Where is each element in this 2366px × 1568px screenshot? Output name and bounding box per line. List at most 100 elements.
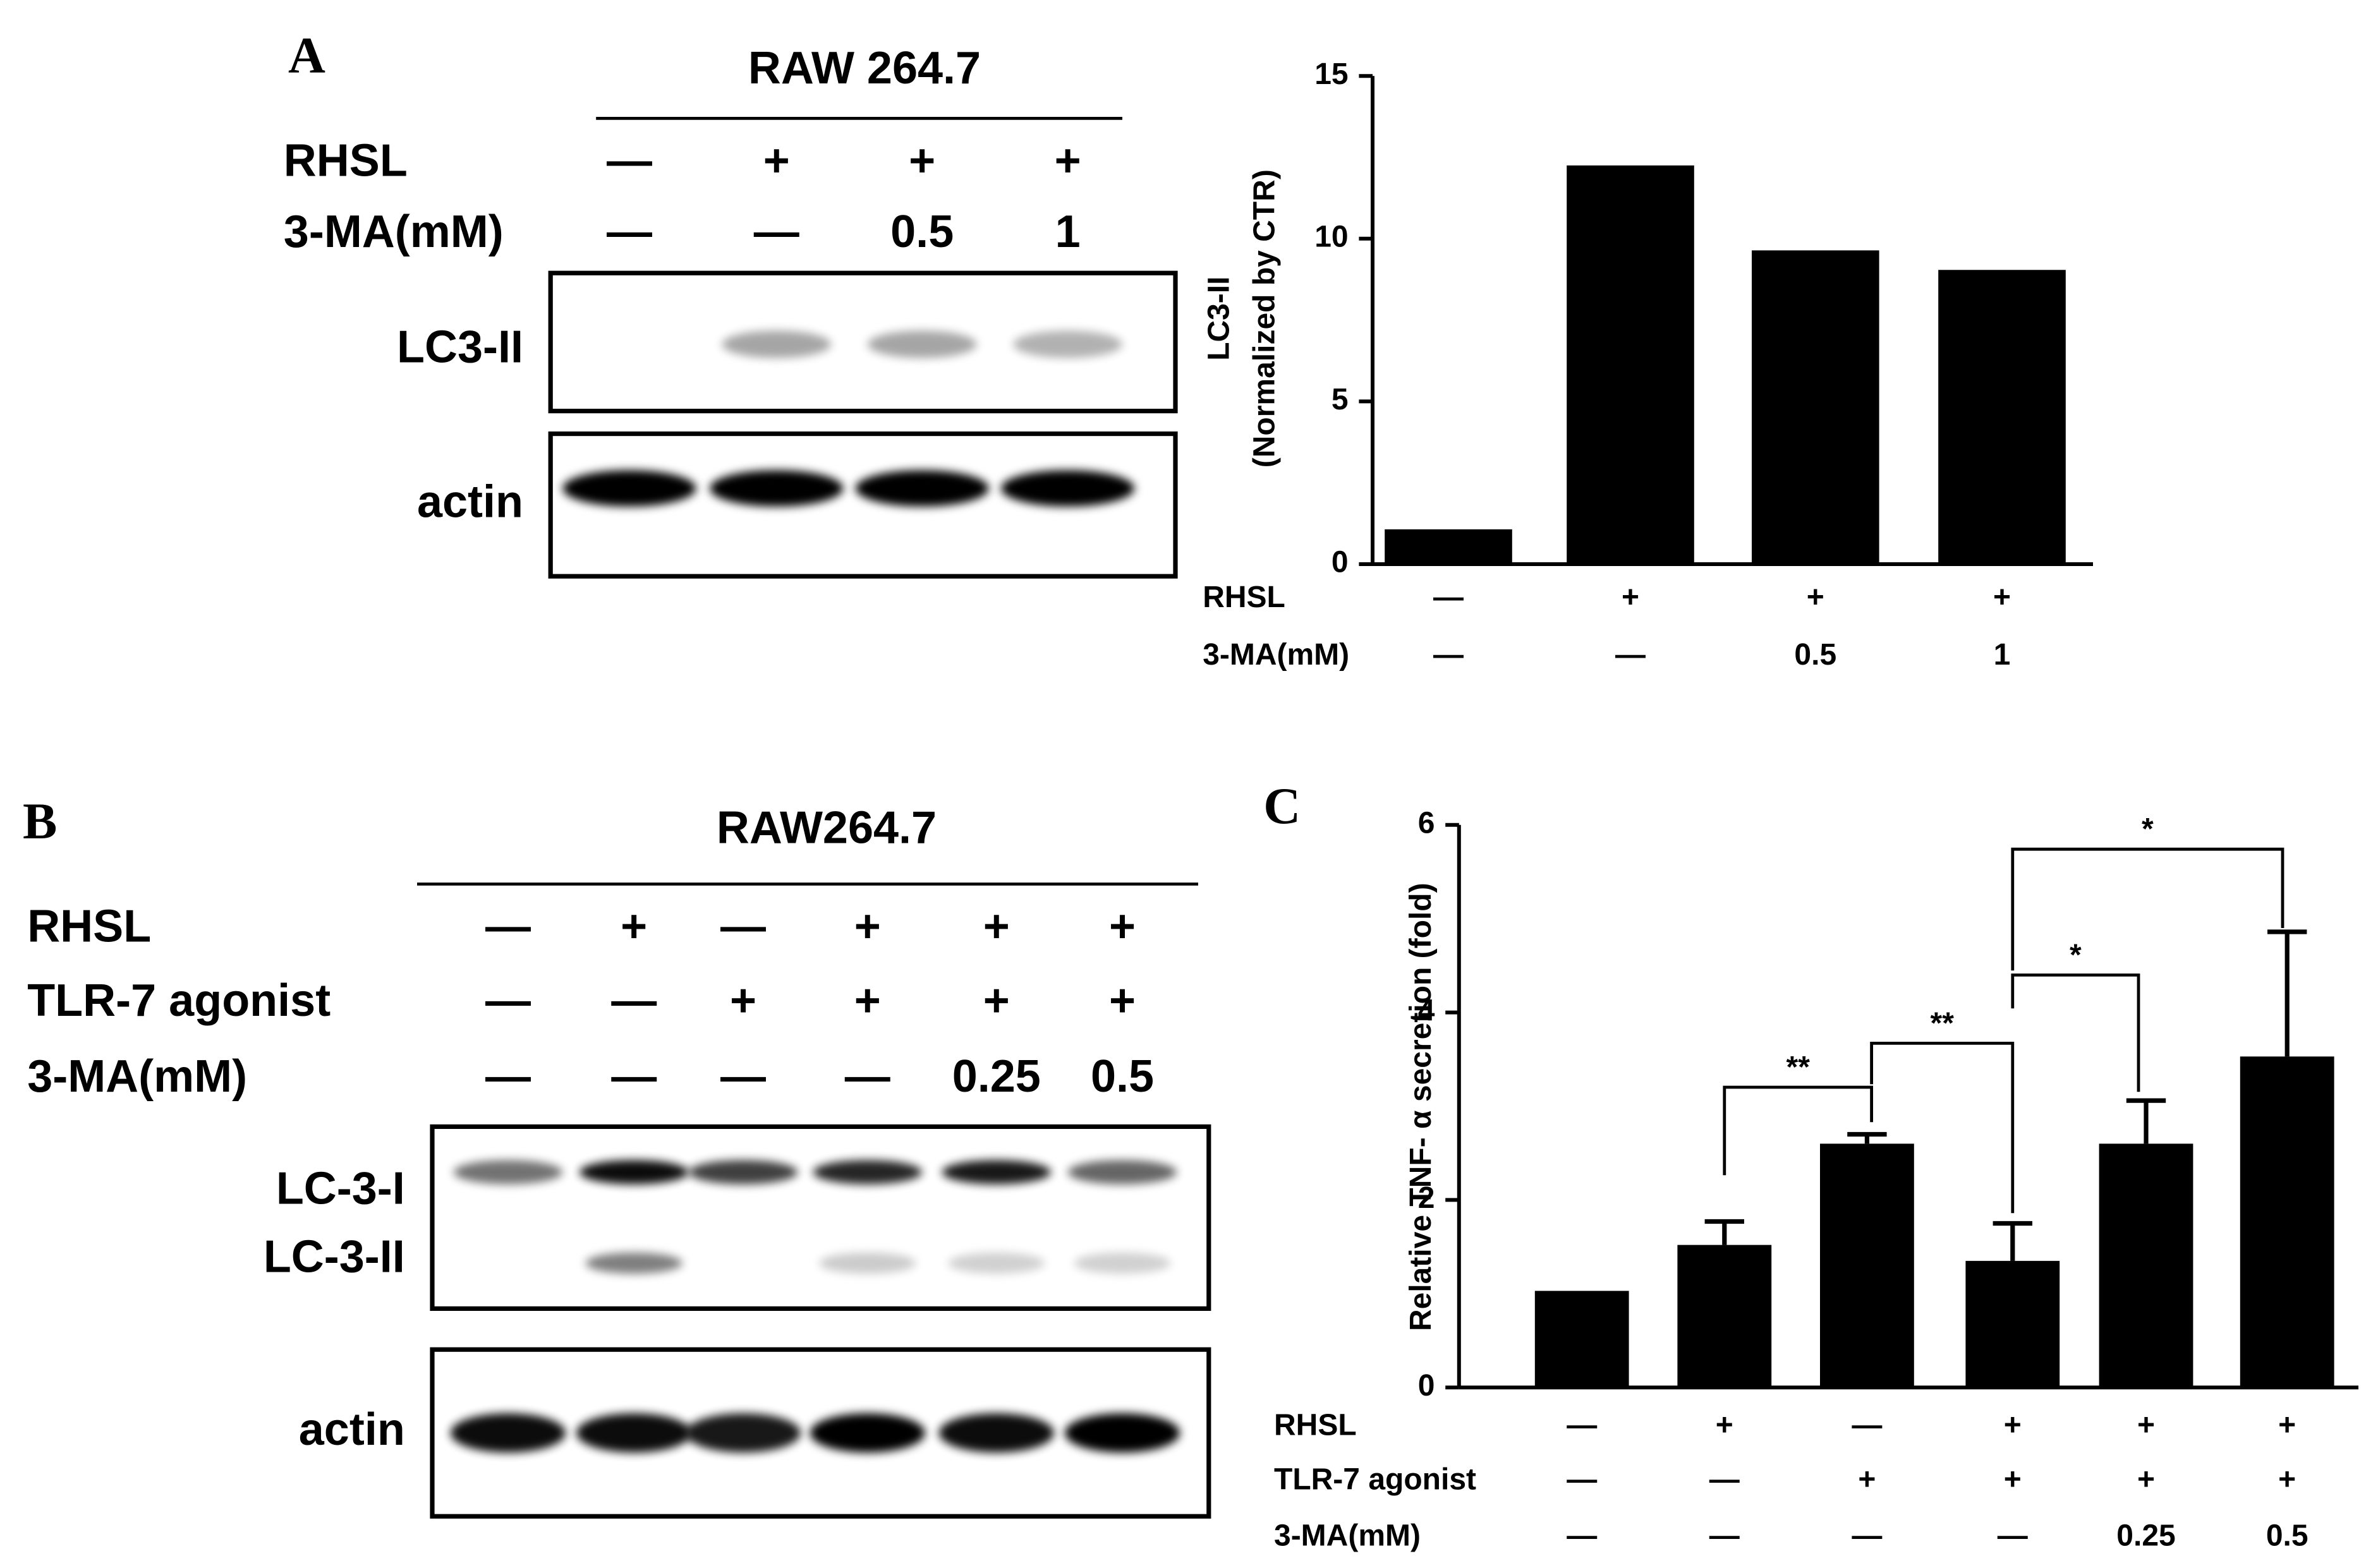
row-value: +: [763, 135, 790, 186]
row-value: —: [845, 1051, 890, 1102]
row-value: —: [485, 975, 531, 1026]
row-value: +: [1858, 1463, 1876, 1497]
row-value: +: [983, 901, 1010, 951]
row-value: +: [2278, 1408, 2296, 1442]
row-value: —: [485, 1051, 531, 1102]
row-label: RHSL: [284, 135, 408, 186]
row-label: RHSL: [27, 901, 151, 951]
bar: [1385, 529, 1512, 564]
band-label: actin: [299, 1404, 405, 1455]
band: [948, 1252, 1045, 1274]
row-value: —: [1567, 1463, 1597, 1497]
band: [1013, 330, 1122, 358]
band: [585, 1252, 682, 1274]
band: [562, 470, 696, 507]
significance-bracket: [1723, 1085, 1873, 1176]
row-value: 0.5: [890, 207, 954, 257]
y-axis-label: LC3-II: [1203, 277, 1236, 361]
row-label: 3-MA(mM): [1274, 1519, 1421, 1552]
row-value: —: [1433, 581, 1464, 614]
row-value: —: [485, 901, 531, 951]
row-value: —: [1852, 1519, 1882, 1552]
blot-frame: [430, 1124, 1211, 1311]
band: [810, 1413, 925, 1453]
row-value: —: [611, 1051, 657, 1102]
row-value: +: [1993, 581, 2011, 614]
row-value: +: [1109, 901, 1136, 951]
panel-label: A: [288, 27, 325, 84]
bar: [1567, 165, 1694, 564]
y-tick-label: 10: [1314, 220, 1348, 253]
bar: [2099, 1143, 2193, 1388]
band: [450, 1413, 566, 1453]
row-value: —: [1433, 638, 1464, 672]
row-value: —: [1852, 1408, 1882, 1442]
row-label: 3-MA(mM): [284, 207, 504, 257]
row-value: 0.5: [2266, 1519, 2308, 1552]
row-label: TLR-7 agonist: [1274, 1463, 1476, 1497]
row-value: +: [621, 901, 647, 951]
row-value: 0.5: [1091, 1051, 1154, 1102]
row-label: RHSL: [1274, 1408, 1357, 1442]
row-value: +: [1109, 975, 1136, 1026]
band-label: actin: [417, 476, 523, 527]
row-value: —: [611, 975, 657, 1026]
significance-label: **: [1931, 1006, 1955, 1040]
row-value: —: [720, 1051, 766, 1102]
row-value: —: [1567, 1519, 1597, 1552]
row-value: +: [1622, 581, 1639, 614]
y-tick-label: 2: [1418, 1181, 1435, 1215]
row-value: —: [607, 207, 652, 257]
band: [1001, 470, 1135, 507]
y-axis-label: Relative TNF- α secretion (fold): [1404, 883, 1438, 1331]
row-value: 0.25: [2116, 1519, 2175, 1552]
y-tick-label: 6: [1418, 806, 1435, 840]
row-value: —: [720, 901, 766, 951]
y-tick-label: 5: [1332, 383, 1349, 416]
bar: [1534, 1291, 1629, 1388]
band: [710, 470, 844, 507]
row-value: +: [854, 975, 881, 1026]
significance-label: *: [2070, 938, 2082, 972]
significance-bracket: [1870, 1042, 2015, 1214]
band: [688, 1160, 798, 1185]
band: [579, 1160, 689, 1185]
bar: [1677, 1245, 1772, 1388]
band-label: LC3-II: [397, 322, 523, 373]
row-value: +: [854, 901, 881, 951]
row-value: +: [2004, 1408, 2022, 1442]
significance-bracket: [2011, 974, 2140, 1092]
row-value: —: [607, 135, 652, 186]
band: [722, 330, 832, 358]
y-tick-label: 4: [1418, 994, 1435, 1027]
y-tick-label: 0: [1332, 546, 1349, 579]
panel-label: C: [1263, 777, 1301, 835]
significance-bracket: [2011, 847, 2284, 971]
row-value: 0.5: [1794, 638, 1836, 672]
y-tick-label: 0: [1418, 1369, 1435, 1402]
row-label: RHSL: [1203, 581, 1285, 614]
band: [942, 1160, 1052, 1185]
band: [453, 1160, 563, 1185]
row-value: +: [983, 975, 1010, 1026]
row-value: 1: [1055, 207, 1081, 257]
row-value: —: [1998, 1519, 2028, 1552]
row-value: —: [754, 207, 799, 257]
bar: [2240, 1056, 2334, 1388]
y-axis-sublabel: (Normalized by CTR): [1248, 169, 1282, 467]
row-value: 0.25: [952, 1051, 1041, 1102]
row-value: +: [2137, 1463, 2155, 1497]
bar: [1752, 250, 1879, 564]
y-tick-label: 15: [1314, 57, 1348, 91]
row-value: +: [2004, 1463, 2022, 1497]
band-label: LC-3-I: [276, 1164, 405, 1214]
band: [685, 1413, 801, 1453]
band: [855, 470, 989, 507]
band: [1067, 1160, 1177, 1185]
row-value: —: [1709, 1519, 1740, 1552]
row-value: +: [2137, 1408, 2155, 1442]
row-value: +: [730, 975, 756, 1026]
row-value: +: [1055, 135, 1081, 186]
